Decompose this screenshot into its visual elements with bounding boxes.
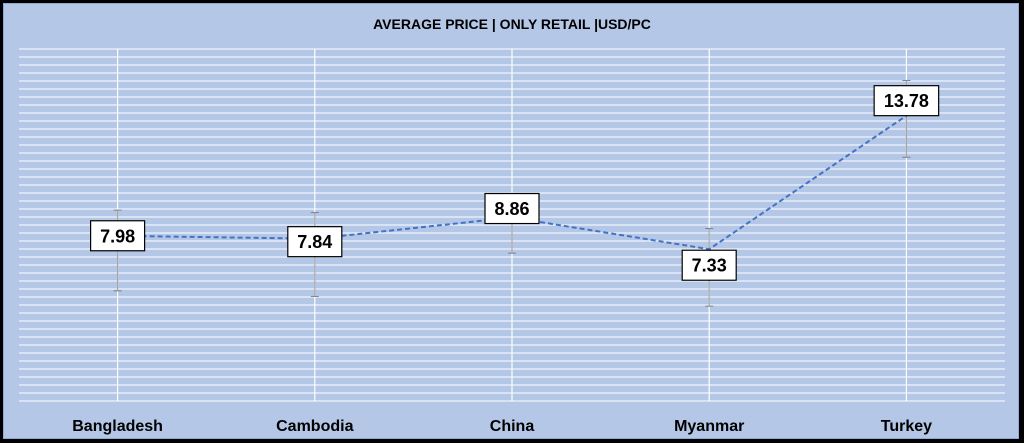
- data-labels: 7.98 7.84 8.86 7.33 13.78: [89, 85, 940, 281]
- data-label-box: [873, 85, 940, 117]
- data-label-value: 7.98: [100, 226, 135, 246]
- data-label: 13.78: [873, 85, 940, 117]
- data-label-value: 13.78: [884, 91, 929, 111]
- category-label: Turkey: [881, 418, 932, 435]
- data-label-value: 8.86: [494, 199, 529, 219]
- data-label-box: [89, 220, 146, 252]
- data-label-box: [681, 249, 737, 281]
- data-label-value: 7.84: [297, 232, 332, 252]
- data-label-box: [287, 226, 343, 258]
- category-label: Cambodia: [276, 418, 353, 435]
- chart-frame: 7.98 7.84 8.86 7.33 13.78 Bangladesh Cambodia…: [3, 3, 1019, 439]
- category-label: Bangladesh: [72, 418, 163, 435]
- data-label-box: [484, 192, 540, 225]
- data-label-value: 7.33: [692, 256, 727, 276]
- data-label: 7.33: [681, 249, 737, 281]
- category-label: Myanmar: [674, 418, 744, 435]
- category-label: China: [490, 418, 535, 435]
- chart-title: AVERAGE PRICE | ONLY RETAIL |USD/PC: [373, 16, 651, 32]
- category-axis-labels: Bangladesh Cambodia China Myanmar Turkey: [72, 418, 932, 435]
- data-label: 7.98: [89, 220, 146, 252]
- data-label: 8.86: [484, 192, 540, 225]
- data-label: 7.84: [287, 226, 343, 258]
- line-chart: 7.98 7.84 8.86 7.33 13.78 Bangladesh Cambodia…: [19, 16, 1005, 435]
